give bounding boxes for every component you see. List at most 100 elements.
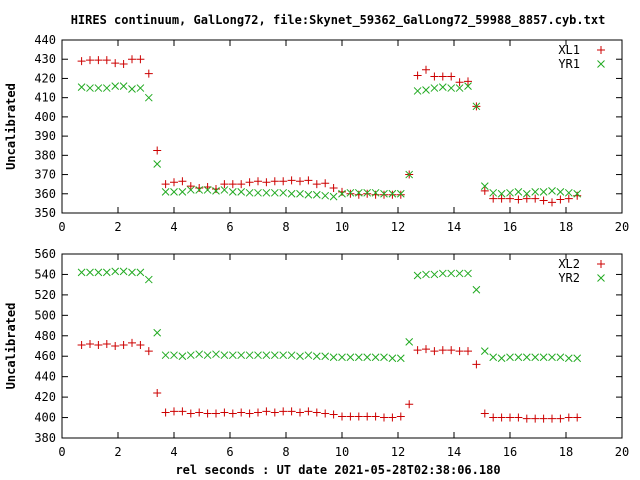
data-point [77, 268, 86, 277]
data-point [447, 346, 456, 355]
x-tick-label: 6 [226, 220, 233, 234]
data-point [329, 353, 338, 362]
x-tick-label: 16 [503, 220, 517, 234]
x-tick-label: 6 [226, 445, 233, 459]
data-point [128, 85, 136, 93]
data-point [346, 412, 355, 421]
data-point [111, 342, 120, 350]
data-point [270, 351, 279, 360]
data-point [531, 414, 540, 423]
data-point [489, 413, 498, 422]
data-point [312, 352, 321, 361]
data-point [422, 270, 430, 279]
data-point [77, 340, 86, 349]
data-point [212, 187, 220, 195]
data-point [144, 347, 153, 356]
data-point [531, 353, 540, 362]
data-point [178, 407, 187, 416]
data-point [296, 352, 304, 361]
data-point [212, 184, 220, 193]
data-point [380, 190, 388, 199]
legend-marker [597, 260, 605, 268]
data-point [321, 191, 330, 200]
data-point [203, 351, 212, 360]
data-point [195, 350, 204, 359]
data-point [447, 269, 456, 278]
data-point [497, 189, 506, 198]
top-panel: 350 360 370 380 390 400 410 420 430 440 0 2 4 6 8 10 12 1… [4, 33, 629, 234]
data-point [573, 413, 582, 422]
data-point [212, 409, 220, 418]
data-point [161, 408, 170, 417]
x-tick-label: 8 [282, 220, 289, 234]
data-point [254, 408, 262, 417]
data-point [422, 86, 430, 94]
y-tick-label: 480 [34, 329, 56, 343]
data-point [489, 353, 498, 362]
data-point [396, 354, 405, 363]
data-point [312, 190, 321, 199]
data-point [270, 408, 279, 417]
data-point [296, 177, 304, 186]
data-point [279, 351, 288, 360]
data-point [254, 188, 262, 197]
data-point [413, 271, 422, 280]
data-point [144, 69, 153, 78]
data-point [489, 194, 498, 203]
y-tick-label: 400 [34, 411, 56, 425]
data-point [480, 182, 489, 190]
data-point [564, 188, 573, 197]
data-point [161, 180, 170, 189]
data-point [396, 190, 405, 199]
data-point [321, 352, 330, 361]
data-point [111, 267, 120, 276]
data-point [128, 268, 136, 277]
data-point [329, 192, 338, 201]
data-point [438, 346, 447, 355]
data-point [531, 188, 540, 196]
data-point [279, 188, 288, 197]
data-point [413, 71, 422, 80]
data-point [388, 189, 397, 198]
data-point [136, 84, 145, 92]
y-tick-label: 420 [34, 71, 56, 85]
data-point [539, 414, 548, 423]
data-point [270, 177, 279, 186]
y-tick-label: 430 [34, 52, 56, 66]
series-YR1 [77, 82, 582, 201]
data-point [186, 409, 195, 418]
data-point [161, 188, 170, 196]
y-tick-label: 420 [34, 390, 56, 404]
data-point [573, 191, 582, 200]
data-point [153, 389, 162, 398]
data-point [144, 93, 153, 102]
y-tick-label: 520 [34, 288, 56, 302]
data-point [396, 412, 405, 421]
y-tick-label: 380 [34, 148, 56, 162]
data-point [455, 78, 464, 87]
data-point [438, 72, 447, 81]
y-tick-label: 410 [34, 91, 56, 105]
data-point [86, 56, 94, 65]
x-tick-label: 4 [170, 445, 177, 459]
data-point [447, 72, 456, 81]
data-point [522, 353, 531, 362]
data-point [245, 351, 254, 360]
data-point [270, 188, 279, 197]
legend-label: YR1 [558, 57, 580, 71]
data-point [531, 194, 540, 203]
data-point [287, 351, 296, 360]
data-point [153, 328, 162, 337]
data-point [212, 350, 220, 359]
x-tick-label: 18 [559, 220, 573, 234]
plot-frame [61, 253, 623, 439]
data-point [186, 351, 195, 360]
data-point [430, 84, 439, 92]
data-point [170, 407, 178, 416]
data-point [548, 187, 556, 195]
data-point [220, 351, 229, 360]
data-point [363, 188, 372, 197]
x-tick-label: 18 [559, 445, 573, 459]
chart-title: HIRES continuum, GalLong72, file:Skynet_… [71, 13, 606, 28]
data-point [556, 195, 565, 204]
